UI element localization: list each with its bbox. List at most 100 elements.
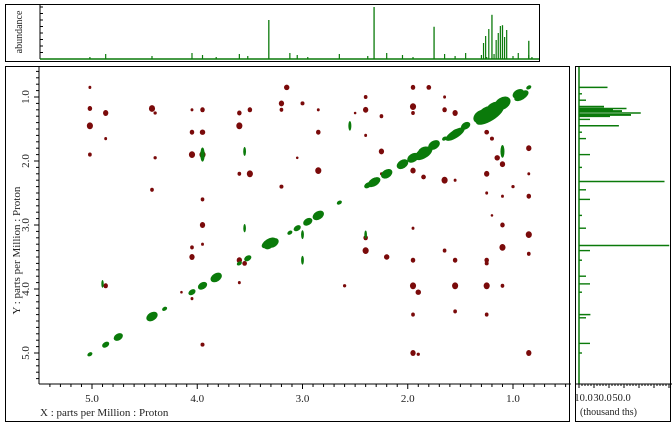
- diagonal-peak: [162, 306, 168, 311]
- cross-peak: [426, 85, 432, 90]
- cross-peak: [148, 105, 156, 112]
- diagonal-peak: [293, 225, 301, 232]
- positive-peak: [200, 147, 205, 162]
- cross-peak: [452, 110, 458, 116]
- cross-peak: [236, 122, 243, 130]
- cross-peak: [279, 184, 284, 189]
- cross-peak: [201, 242, 204, 246]
- cross-peak: [190, 297, 194, 301]
- diagonal-peak: [188, 289, 196, 296]
- cross-peak: [190, 245, 194, 250]
- cross-peak: [485, 191, 489, 195]
- side-projection-panel: 10.0 30.0 50.0 (thousand ths): [574, 66, 672, 422]
- cross-peak: [484, 129, 490, 135]
- cross-peak: [189, 129, 195, 135]
- diagonal-peak: [287, 230, 293, 235]
- cross-peak: [88, 85, 92, 89]
- cross-peak: [237, 281, 241, 285]
- cosy-contour-plot: 5.0 4.0 3.0 2.0 1.0 1.0 2.0 3.0 4.0 5.0 X : parts …: [11, 67, 571, 419]
- side-x-label: (thousand ths): [580, 407, 637, 418]
- top-projection-panel: abundance: [5, 4, 540, 62]
- cross-peak: [362, 106, 369, 113]
- cross-peak: [200, 197, 205, 202]
- cross-peak: [279, 107, 284, 112]
- positive-peak: [500, 145, 505, 158]
- diagonal-peak: [303, 217, 313, 226]
- y-tick-label: 2.0: [20, 154, 32, 168]
- cross-peak: [500, 283, 505, 288]
- cross-peak: [150, 187, 154, 192]
- cross-peak: [153, 156, 157, 160]
- cross-peak: [190, 108, 194, 112]
- y-tick-label: 1.0: [20, 90, 32, 104]
- x-tick-label: 2.0: [401, 393, 415, 405]
- diagonal-peak: [367, 177, 381, 188]
- positive-peak: [243, 146, 247, 156]
- cross-peak: [452, 282, 459, 290]
- y-tick-label: 5.0: [20, 346, 32, 360]
- diagonal-peak: [381, 169, 393, 179]
- x-tick-label: 5.0: [85, 393, 99, 405]
- cross-peak: [104, 137, 108, 141]
- cross-peak: [527, 172, 531, 176]
- cross-peak: [526, 193, 532, 199]
- positive-peak: [301, 230, 304, 240]
- x-tick-label: 4.0: [190, 393, 204, 405]
- diagonal-peak: [396, 159, 409, 170]
- cross-peak: [415, 289, 421, 295]
- cross-peak: [410, 84, 416, 90]
- cross-peak: [453, 309, 457, 314]
- diagonal-peak: [197, 281, 208, 290]
- cross-peak: [411, 226, 415, 230]
- y-axis-label: Y : parts per Million : Proton: [11, 186, 23, 314]
- cross-peak: [88, 152, 92, 157]
- cross-peak: [411, 312, 415, 317]
- diagonal-peak: [261, 237, 276, 249]
- cross-peak: [441, 176, 448, 184]
- side-projection-spectrum: 10.0 30.0 50.0 (thousand ths): [574, 67, 672, 418]
- diagonal-peak: [244, 255, 252, 262]
- cross-peak: [278, 100, 285, 107]
- cross-peak: [363, 94, 368, 100]
- diagonal-peak: [102, 341, 110, 348]
- cross-peak: [295, 156, 299, 160]
- cross-peak: [526, 350, 532, 356]
- diagonal-peak: [475, 105, 504, 125]
- cross-peak: [499, 161, 506, 168]
- positive-peak: [243, 224, 246, 233]
- cross-peak: [383, 254, 390, 260]
- cross-peak: [315, 167, 322, 174]
- cross-peak: [442, 248, 447, 253]
- cross-peak: [411, 110, 415, 116]
- cross-peak: [103, 283, 108, 289]
- side-x-tick-label: 10.0: [574, 393, 592, 404]
- cross-peak: [342, 284, 347, 288]
- cross-peak: [501, 194, 504, 198]
- y-tick-label: 4.0: [20, 282, 32, 296]
- cross-peak: [283, 84, 290, 91]
- diagonal-peak: [445, 127, 465, 141]
- cross-peak: [499, 244, 506, 251]
- cross-peak: [189, 254, 195, 260]
- positive-peak: [348, 121, 352, 131]
- side-x-tick-label: 50.0: [612, 393, 630, 404]
- cross-peak: [199, 129, 206, 135]
- diagonal-peak: [336, 200, 342, 205]
- cross-peak: [500, 222, 505, 228]
- x-tick-label: 1.0: [506, 393, 520, 405]
- cross-peak: [489, 136, 494, 141]
- diagonal-peak: [87, 352, 93, 357]
- diagonal-peak: [526, 85, 532, 90]
- diagonal-peak: [210, 272, 222, 283]
- x-axis-label: X : parts per Million : Proton: [40, 407, 169, 419]
- y-tick-label: 3.0: [20, 218, 32, 232]
- diagonal-peak: [113, 333, 123, 341]
- positive-peak: [301, 255, 304, 265]
- cross-peak: [200, 342, 205, 347]
- cross-peak: [484, 170, 490, 177]
- cross-peak: [247, 107, 253, 113]
- side-x-tick-label: 30.0: [593, 393, 611, 404]
- cross-peak: [362, 247, 369, 255]
- cross-peak: [300, 101, 305, 106]
- cross-peak: [199, 222, 206, 228]
